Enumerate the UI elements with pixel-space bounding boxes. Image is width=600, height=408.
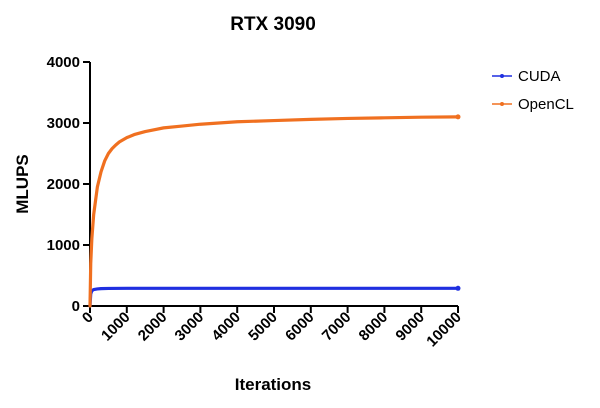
y-tick-label: 4000 <box>47 54 80 71</box>
y-axis-title: MLUPS <box>13 154 32 214</box>
x-tick-label: 9000 <box>392 309 428 345</box>
x-tick-label: 10000 <box>423 309 465 351</box>
x-tick-label: 6000 <box>282 309 318 345</box>
legend-label-cuda: CUDA <box>518 68 561 85</box>
y-tick-label: 1000 <box>47 237 80 254</box>
x-tick-label: 2000 <box>135 309 171 345</box>
chart-title: RTX 3090 <box>230 14 316 35</box>
legend: CUDA OpenCL <box>492 68 574 113</box>
x-tick-label: 7000 <box>319 309 355 345</box>
series-line-cuda <box>88 286 460 308</box>
x-tick-label: 5000 <box>245 309 281 345</box>
series-endpoint-opencl <box>455 114 461 120</box>
x-tick-label: 4000 <box>208 309 244 345</box>
x-tick-label: 0 <box>79 309 97 327</box>
y-axis-ticks: 0 1000 2000 3000 4000 <box>47 54 90 315</box>
x-tick-label: 1000 <box>98 309 134 345</box>
x-tick-label: 3000 <box>172 309 208 345</box>
x-axis-ticks: 0 1000 2000 3000 4000 5000 6000 7000 8000 9000100… <box>79 306 465 350</box>
series-line-opencl <box>88 115 460 308</box>
y-tick-label: 2000 <box>47 176 80 193</box>
legend-marker-opencl <box>500 102 504 106</box>
series-layer <box>88 114 461 308</box>
x-tick-label: 8000 <box>356 309 392 345</box>
legend-marker-cuda <box>500 74 504 78</box>
y-tick-label: 0 <box>72 298 80 315</box>
series-endpoint-cuda <box>455 285 461 291</box>
y-tick-label: 3000 <box>47 115 80 132</box>
legend-label-opencl: OpenCL <box>518 96 574 113</box>
x-axis-title: Iterations <box>235 375 312 394</box>
